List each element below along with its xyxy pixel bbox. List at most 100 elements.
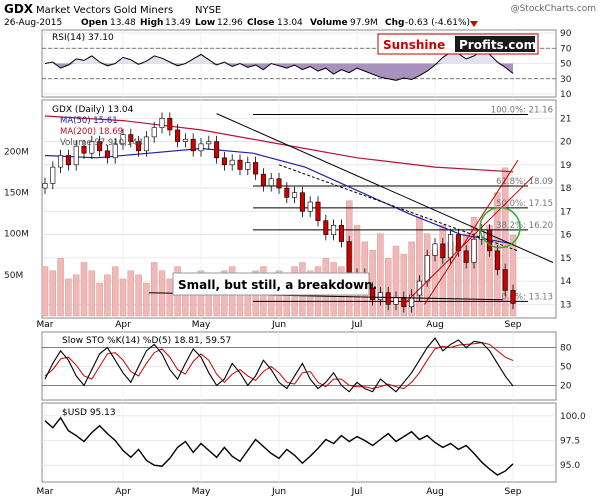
price-tick-label: 13 bbox=[560, 300, 571, 310]
usd-line bbox=[44, 416, 514, 476]
candle-body bbox=[182, 138, 188, 142]
rsi-line bbox=[44, 49, 514, 81]
candle-body bbox=[198, 143, 204, 152]
rsi-tick-label: 90 bbox=[560, 29, 572, 39]
volume-bar bbox=[462, 233, 470, 317]
volume-bar bbox=[96, 282, 103, 317]
sto-tick-label: 80 bbox=[560, 344, 572, 354]
price-tick-label: 15 bbox=[560, 254, 571, 264]
candle-body bbox=[338, 224, 344, 242]
open-label: Open bbox=[81, 18, 108, 28]
candle-body bbox=[487, 229, 493, 252]
usd-label: $USD 95.13 bbox=[62, 408, 116, 418]
candle-body bbox=[237, 159, 243, 170]
volume-bar bbox=[392, 245, 400, 317]
fib-level-label: 0.0%: 13.13 bbox=[502, 292, 554, 302]
volume-bar bbox=[143, 282, 150, 317]
candle-body bbox=[58, 155, 64, 168]
volume-bar bbox=[80, 262, 88, 317]
candle-body bbox=[307, 201, 313, 212]
candle-body bbox=[253, 162, 259, 175]
stochastic-label: Slow STO %K(14) %D(5) 18.81, 59.57 bbox=[62, 336, 231, 346]
candle-body bbox=[448, 234, 454, 259]
candle-body bbox=[463, 250, 469, 263]
candle-body bbox=[377, 292, 383, 301]
month-label-bottom: Sep bbox=[505, 487, 522, 497]
volume-bar bbox=[49, 270, 57, 317]
candle-body bbox=[221, 157, 227, 166]
candle-body bbox=[128, 134, 134, 142]
red-support-line-1 bbox=[424, 159, 519, 305]
ma50-label: MA(50) 15.61 bbox=[60, 116, 118, 126]
chg-value: -0.63 (-4.61%) bbox=[405, 18, 470, 28]
volume-bar bbox=[400, 254, 408, 317]
candle-body bbox=[97, 141, 103, 152]
highlight-circle bbox=[479, 206, 521, 249]
month-label-bottom: Mar bbox=[37, 487, 54, 497]
sto-tick-label: 50 bbox=[560, 363, 572, 373]
logo-dark-box bbox=[455, 36, 535, 52]
price-tick-label: 20 bbox=[560, 138, 572, 148]
stochastic-panel bbox=[41, 331, 557, 401]
candle-body bbox=[299, 192, 305, 212]
candle-body bbox=[89, 141, 95, 154]
candle-body bbox=[167, 117, 173, 131]
usd-panel bbox=[41, 402, 557, 483]
candle-body bbox=[502, 269, 508, 291]
sto-d-line bbox=[44, 342, 514, 390]
volume-series-label: Volume 97,910,144 bbox=[60, 138, 143, 148]
candle-body bbox=[409, 294, 415, 307]
price-tick-label: 14 bbox=[560, 277, 572, 287]
sto-k-line bbox=[44, 337, 514, 393]
price-tick-label: 18 bbox=[560, 184, 572, 194]
candle-body bbox=[494, 250, 500, 270]
candle-body bbox=[471, 238, 477, 263]
candle-body bbox=[143, 136, 149, 152]
volume-bar bbox=[127, 270, 135, 317]
volume-bar bbox=[104, 274, 111, 317]
price-tick-label: 21 bbox=[560, 114, 571, 124]
watermark: @StockCharts.com bbox=[511, 4, 596, 14]
month-label-top: Sep bbox=[505, 320, 522, 330]
volume-tick-label: 200M bbox=[4, 147, 29, 157]
month-label-top: Apr bbox=[115, 320, 131, 330]
volume-bar bbox=[150, 262, 158, 317]
long-trend-line bbox=[216, 113, 554, 263]
month-label-top: Mar bbox=[37, 320, 54, 330]
candle-body bbox=[315, 201, 321, 221]
low-label: Low bbox=[195, 18, 215, 28]
red-support-line-2 bbox=[403, 176, 534, 305]
candle-body bbox=[190, 138, 196, 152]
candle-body bbox=[385, 292, 391, 305]
rsi-tick-label: 50 bbox=[560, 60, 572, 70]
rsi-label: RSI(14) 37.10 bbox=[52, 33, 114, 43]
ma200-label: MA(200) 18.69 bbox=[60, 127, 123, 137]
fib-level-label: 50.0%: 17.15 bbox=[496, 199, 553, 209]
volume-bar bbox=[416, 216, 423, 317]
candle-body bbox=[440, 243, 446, 259]
logo-right-text: Profits.com bbox=[459, 38, 536, 52]
volume-tick-label: 50M bbox=[4, 271, 23, 281]
volume-bar bbox=[72, 274, 80, 317]
logo-left-text: Sunshine bbox=[383, 38, 445, 52]
high-label: High bbox=[140, 18, 163, 28]
volume-bar bbox=[88, 270, 96, 317]
candle-body bbox=[510, 290, 516, 304]
month-label-bottom: Apr bbox=[115, 487, 131, 497]
month-label-bottom: May bbox=[192, 487, 211, 497]
volume-bar bbox=[111, 266, 119, 317]
sto-tick-label: 20 bbox=[560, 381, 572, 391]
candle-body bbox=[229, 159, 235, 166]
chg-label: Chg bbox=[385, 18, 404, 28]
candle-body bbox=[416, 280, 422, 296]
volume-bar bbox=[65, 278, 72, 317]
volume-value: 97.9M bbox=[350, 18, 378, 28]
volume-bar bbox=[478, 237, 486, 317]
candle-body bbox=[331, 224, 337, 235]
candle-body bbox=[268, 178, 274, 187]
candle-body bbox=[112, 143, 118, 159]
exchange: NYSE bbox=[195, 5, 221, 16]
rsi-overbought-fill bbox=[45, 50, 513, 64]
candle-body bbox=[432, 243, 438, 256]
